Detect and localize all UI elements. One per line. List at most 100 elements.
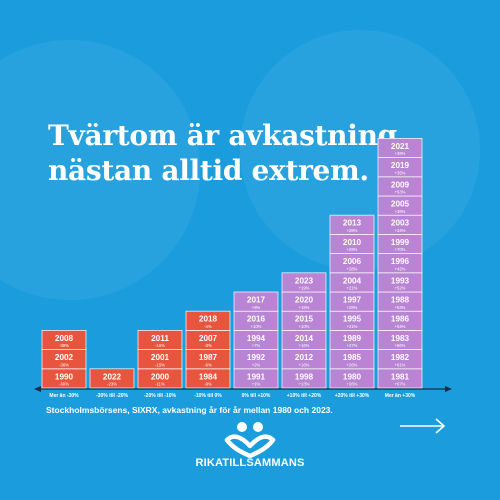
year-label: 1996 — [391, 257, 410, 266]
headline: Tvärtom är avkastning nästan alltid extr… — [48, 118, 408, 188]
return-label: +10% — [299, 324, 310, 329]
return-label: -15% — [155, 362, 165, 367]
year-label: 2002 — [55, 353, 74, 362]
return-label: +28% — [347, 266, 358, 271]
return-label: -11% — [155, 382, 165, 387]
return-label: +70% — [395, 247, 406, 252]
x-tick-label: +20% till +30% — [335, 393, 370, 399]
headline-line-2: nästan alltid extrem. — [48, 154, 369, 187]
arrow-right-icon[interactable] — [398, 416, 448, 436]
year-label: 1984 — [199, 372, 218, 381]
year-label: 2019 — [391, 161, 410, 170]
return-label: +61% — [395, 362, 406, 367]
year-label: 2015 — [295, 315, 314, 324]
axis-arrow-left — [34, 386, 41, 392]
year-label: 1989 — [343, 334, 362, 343]
logo-icon — [224, 422, 276, 459]
year-bar-segment — [377, 137, 423, 158]
year-label: 1995 — [343, 315, 362, 324]
year-label: 2004 — [343, 276, 362, 285]
return-label: +19% — [299, 286, 310, 291]
year-bar-segment — [185, 310, 231, 331]
return-label: -23% — [107, 382, 117, 387]
year-label: 2010 — [343, 238, 362, 247]
year-label: 1998 — [295, 372, 314, 381]
year-label: 2009 — [391, 180, 410, 189]
year-label: 2012 — [295, 353, 314, 362]
year-label: 2022 — [103, 372, 122, 381]
x-tick-label: -30% till -20% — [96, 393, 129, 399]
chart-column: 2000-11%2001-15%2011-15% — [137, 329, 183, 389]
return-label: +27% — [347, 343, 358, 348]
year-label: 2023 — [295, 276, 314, 285]
return-label: +28% — [347, 228, 358, 233]
return-label: +53% — [395, 305, 406, 310]
return-label: +26% — [347, 382, 358, 387]
year-label: 2014 — [295, 334, 314, 343]
year-label: 1994 — [247, 334, 266, 343]
year-label: 1990 — [55, 372, 74, 381]
return-label: +54% — [395, 324, 406, 329]
return-label: +21% — [347, 324, 358, 329]
return-label: +21% — [347, 286, 358, 291]
year-label: 2017 — [247, 296, 266, 305]
return-label: +67% — [395, 382, 406, 387]
x-tick-label: Mer än +30% — [385, 393, 416, 399]
year-bar-segment — [137, 329, 183, 350]
return-label: -15% — [155, 343, 165, 348]
return-label: -3% — [204, 343, 212, 348]
x-tick-label: Mer än -30% — [49, 393, 79, 399]
return-label: -36% — [59, 362, 69, 367]
return-label: -4% — [204, 324, 212, 329]
return-label: +10% — [251, 324, 262, 329]
source-footnote: Stockholmsbörsens, SIXRX, avkastning år … — [46, 405, 333, 415]
year-label: 2011 — [151, 334, 169, 343]
chart-column: 1990-30% 2002-36% 2008-39% — [41, 329, 87, 389]
return-label: +26% — [347, 362, 358, 367]
year-label: 1991 — [247, 372, 266, 381]
return-label: +53% — [395, 190, 406, 195]
return-label: +36% — [395, 209, 406, 214]
chart-column: 1984-9% 1987-6% 2007-3% 2018-4% — [185, 310, 231, 389]
return-label: -30% — [59, 382, 69, 387]
x-tick-label: 0% till +10% — [242, 393, 271, 399]
return-label: +7% — [252, 343, 261, 348]
return-label: +9% — [252, 305, 261, 310]
return-label: +66% — [395, 343, 406, 348]
return-label: +42% — [395, 266, 406, 271]
year-label: 1983 — [391, 334, 410, 343]
brand-name: RIKATILLSAMMANS — [195, 457, 305, 469]
return-label: +1% — [252, 382, 261, 387]
return-label: +34% — [395, 228, 406, 233]
x-tick-label: -10% till 0% — [194, 393, 222, 399]
axis-arrow-right — [445, 386, 452, 392]
return-label: +16% — [299, 343, 310, 348]
year-label: 2007 — [199, 334, 218, 343]
year-label: 2008 — [55, 334, 74, 343]
headline-line-1: Tvärtom är avkastning — [48, 119, 397, 152]
return-label: +29% — [347, 247, 358, 252]
return-label: -6% — [204, 362, 212, 367]
year-label: 2013 — [343, 219, 362, 228]
year-label: 1980 — [343, 372, 362, 381]
year-label: 1999 — [391, 238, 410, 247]
year-label: 2018 — [199, 315, 218, 324]
return-label: +15% — [299, 305, 310, 310]
return-label: +52% — [395, 286, 406, 291]
year-label: 2020 — [295, 296, 314, 305]
x-tick-label: +10% till +20% — [287, 393, 322, 399]
return-label: +35% — [395, 170, 406, 175]
x-tick-label: -20% till -10% — [144, 393, 177, 399]
year-label: 1988 — [391, 296, 410, 305]
year-label: 2000 — [151, 372, 170, 381]
chart-column: 1991+1% 1992+2% 1994+7% 2016+10% 2017+9% — [233, 291, 279, 389]
return-label: +2% — [252, 362, 261, 367]
year-label: 2003 — [391, 219, 410, 228]
return-label: +13% — [299, 382, 310, 387]
year-label: 1986 — [391, 315, 410, 324]
year-label: 1992 — [247, 353, 266, 362]
year-bar-segment — [329, 214, 375, 235]
year-label: 1982 — [391, 353, 410, 362]
